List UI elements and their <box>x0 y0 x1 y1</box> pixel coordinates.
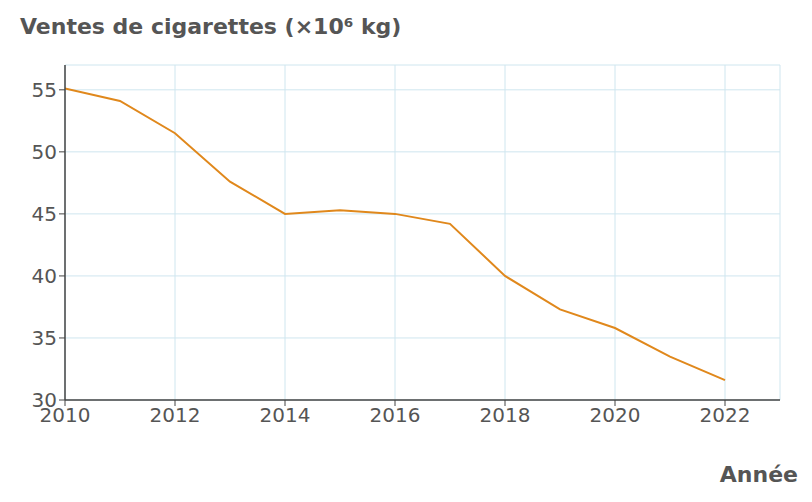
html-text:Ventes de cigarettes (×10⁶ kg): Ventes de cigarettes (×10⁶ kg) <box>20 14 402 39</box>
svg-text:50: 50 <box>32 140 57 164</box>
svg-text:2012: 2012 <box>150 403 201 427</box>
svg-text:30: 30 <box>32 388 57 412</box>
svg-text:2018: 2018 <box>480 403 531 427</box>
svg-text:2014: 2014 <box>260 403 311 427</box>
svg-text:2010: 2010 <box>39 403 91 428</box>
svg-text:45: 45 <box>32 202 57 226</box>
html-text:Année: Année <box>719 462 798 487</box>
svg-text:2016: 2016 <box>370 403 421 427</box>
svg-text:2022: 2022 <box>700 403 751 427</box>
svg-text:35: 35 <box>32 326 57 350</box>
svg-text:40: 40 <box>32 264 57 288</box>
svg-text:2020: 2020 <box>590 403 641 427</box>
svg-text:55: 55 <box>32 78 57 102</box>
